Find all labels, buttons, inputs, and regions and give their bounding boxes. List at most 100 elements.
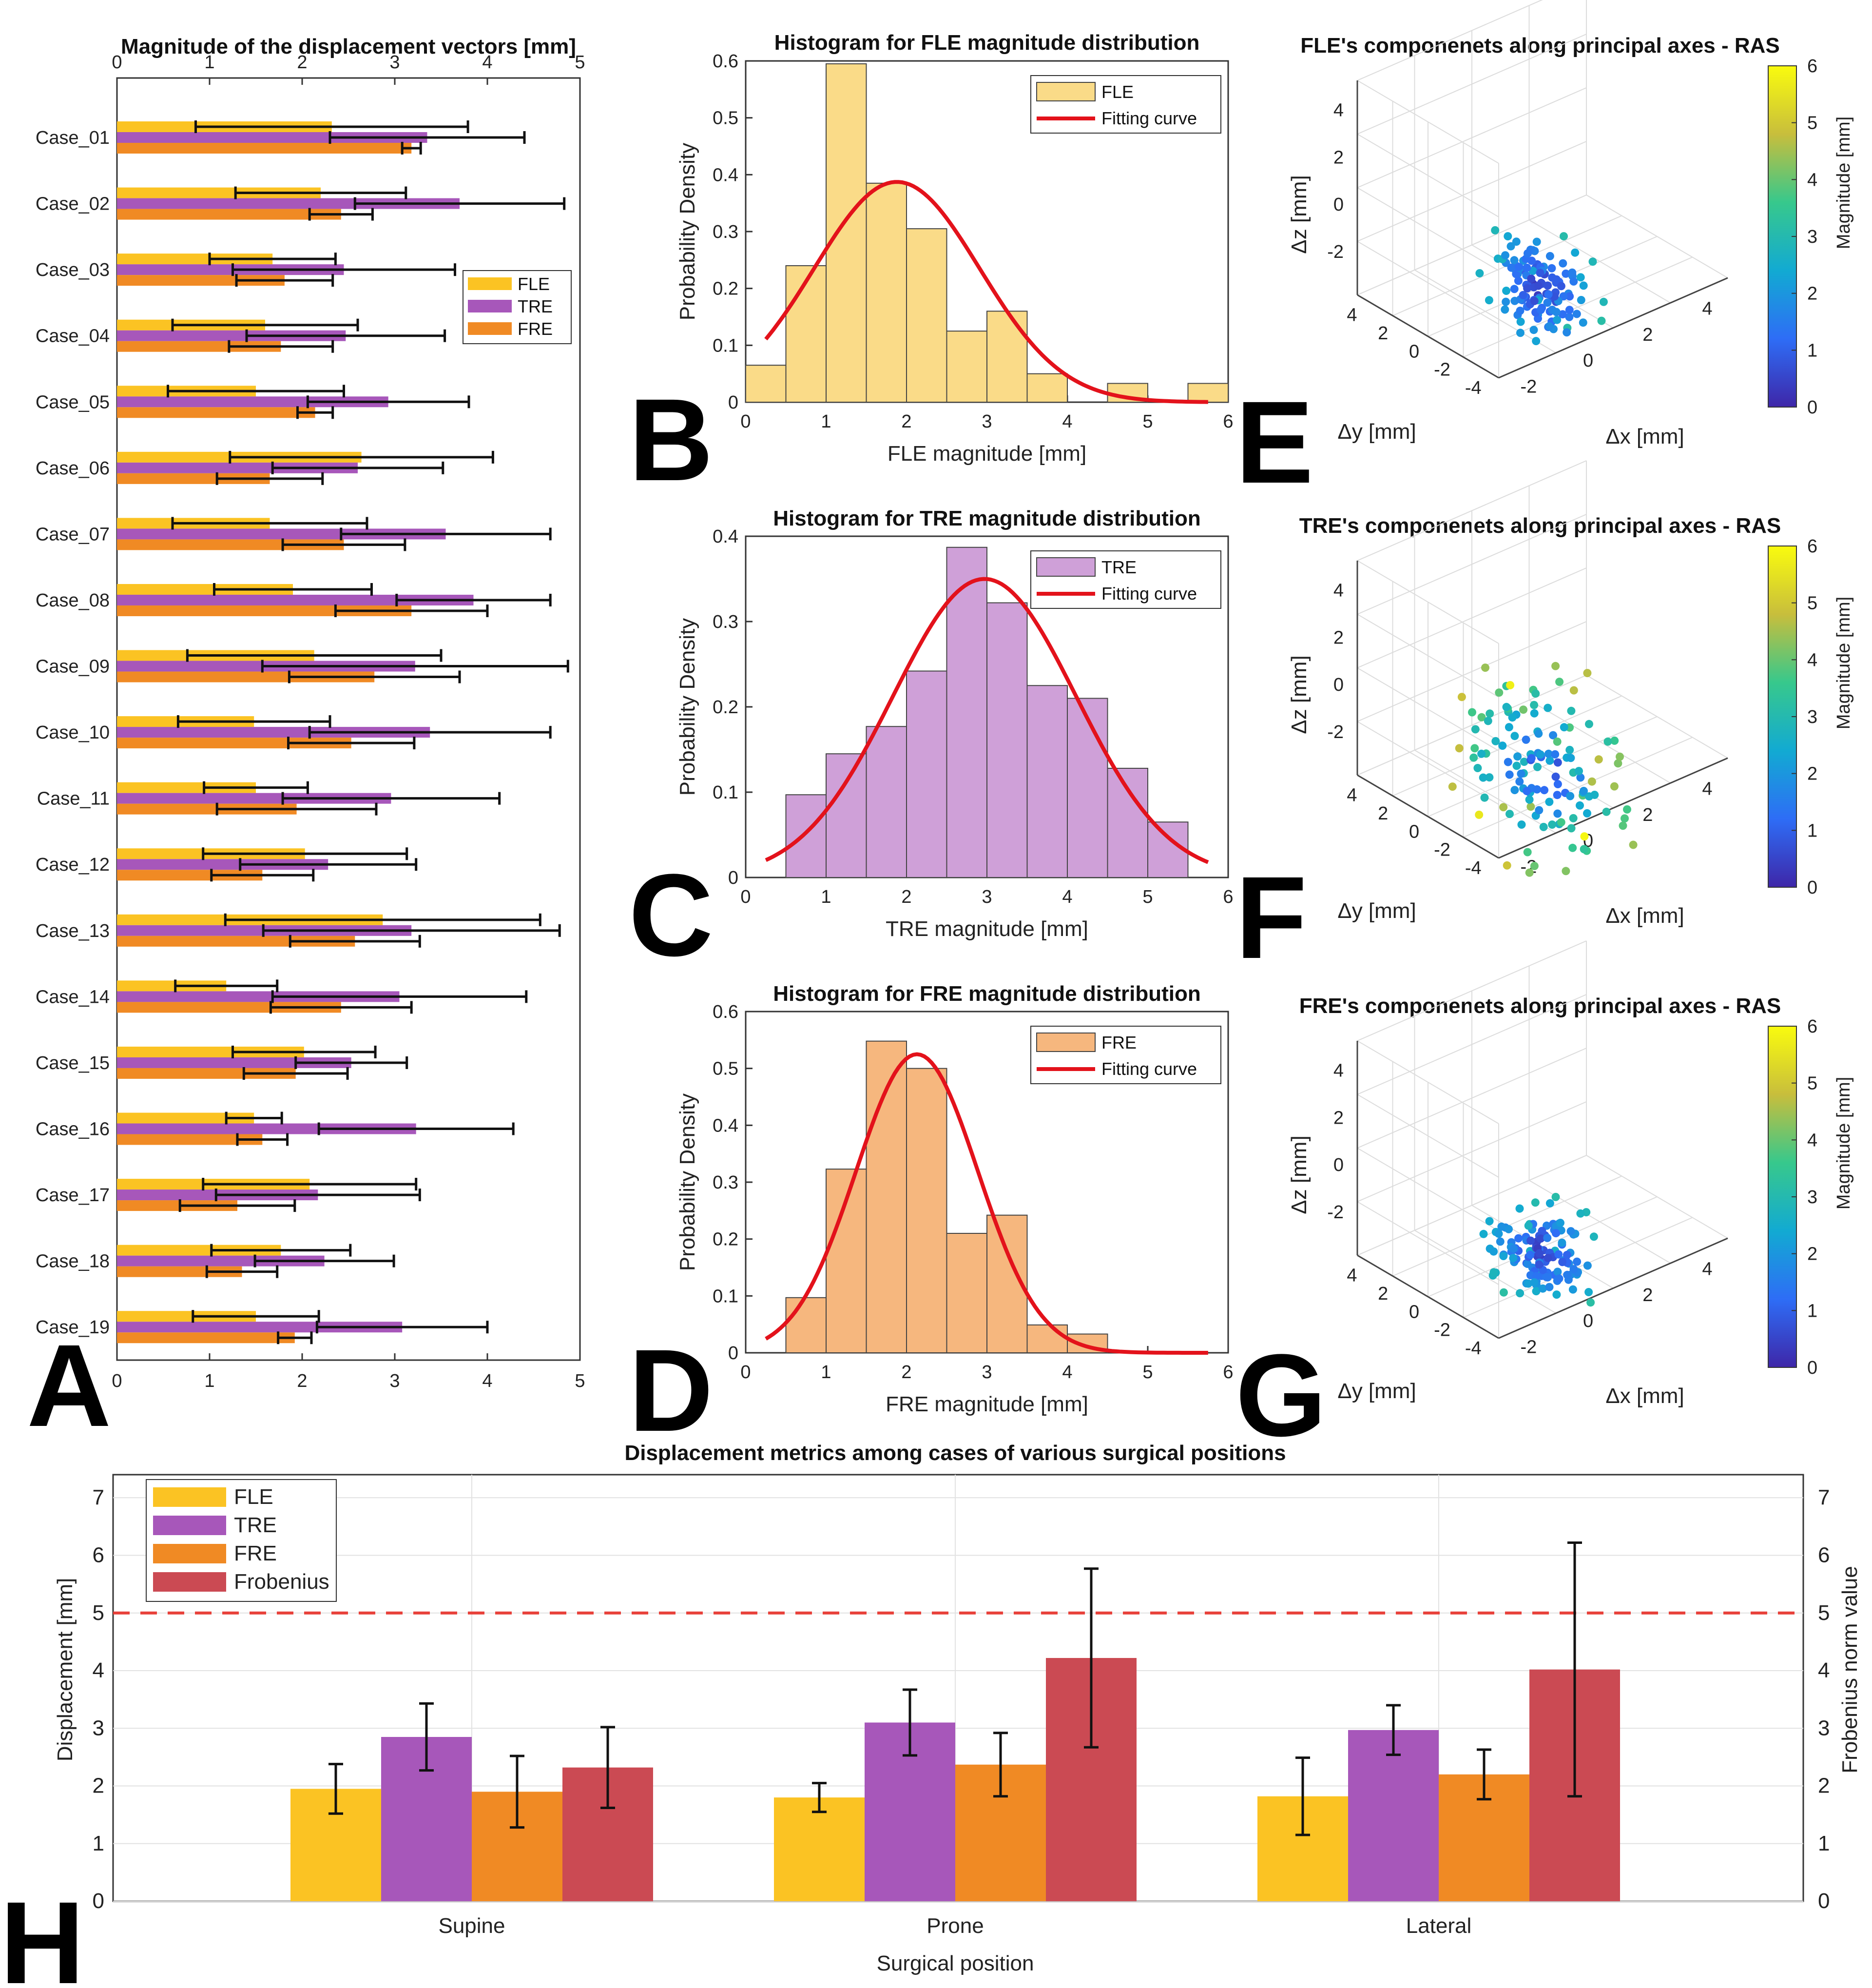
panel-g-data-point <box>1563 1270 1572 1279</box>
panel-a-bar-fle <box>117 187 321 198</box>
panel-f-grid-line <box>1357 667 1499 751</box>
panel-c-title: Histogram for TRE magnitude distribution <box>773 507 1201 530</box>
panel-g-data-point <box>1556 1219 1564 1227</box>
panel-g-data-point <box>1485 1217 1494 1226</box>
panel-f-data-point <box>1560 723 1568 732</box>
panel-c-histogram-bar <box>1026 685 1068 878</box>
panel-g-data-point <box>1499 1252 1508 1260</box>
panel-e-ytick-label: 2 <box>1378 323 1388 344</box>
panel-a-case-label: Case_13 <box>36 921 110 941</box>
panel-b-histogram-bar <box>906 228 947 403</box>
panel-d-ytick-label: 0.5 <box>713 1059 738 1079</box>
panel-a-case-label: Case_09 <box>36 657 110 677</box>
panel-f-data-point <box>1553 809 1562 818</box>
panel-e-grid-line <box>1528 219 1671 304</box>
panel-b-ytick-label: 0.6 <box>713 51 738 72</box>
panel-a-bar-fle <box>117 980 227 992</box>
panel-g-grid-line <box>1357 1040 1499 1124</box>
panel-c-xtick-label: 3 <box>982 887 992 907</box>
panel-f-data-point <box>1523 787 1531 796</box>
panel-d-xtick-label: 0 <box>740 1362 751 1383</box>
panel-b-xtick-label: 6 <box>1223 411 1233 432</box>
panel-f-data-point <box>1580 832 1589 841</box>
panel-d-xtick-label: 5 <box>1142 1362 1153 1383</box>
panel-f-data-point <box>1527 754 1536 762</box>
panel-b-xtick-label: 3 <box>982 411 992 432</box>
panel-h-ytick-label: 5 <box>93 1601 104 1625</box>
panel-e-xtick-label: -2 <box>1521 376 1537 397</box>
panel-c-histogram-bar <box>785 794 827 878</box>
panel-f-data-point <box>1585 792 1594 801</box>
panel-e-ytick-label: 0 <box>1409 341 1419 362</box>
panel-a-bottom-tick-label: 4 <box>482 1371 492 1391</box>
panel-b-ylabel: Probability Density <box>675 143 699 320</box>
panel-f-data-point <box>1534 729 1543 738</box>
panel-a-case-label: Case_15 <box>36 1053 110 1073</box>
panel-h-title: Displacement metrics among cases of vari… <box>624 1441 1286 1465</box>
panel-f-data-point <box>1522 735 1530 744</box>
panel-f-data-point <box>1533 762 1542 771</box>
panel-e-data-point <box>1565 292 1574 301</box>
panel-f-data-point <box>1533 785 1542 794</box>
panel-g-data-point <box>1523 1260 1532 1268</box>
panel-c-histogram-bar <box>1107 768 1148 878</box>
panel-f-xtick-label: 2 <box>1642 805 1653 825</box>
panel-f-data-point <box>1551 750 1560 759</box>
panel-f-data-point <box>1567 824 1576 833</box>
panel-a-case-label: Case_11 <box>37 789 110 809</box>
panel-f-data-point <box>1484 717 1492 725</box>
panel-f-data-point <box>1562 867 1570 876</box>
panel-e-data-point <box>1563 328 1571 337</box>
panel-g-data-point <box>1569 1265 1578 1273</box>
panel-e-data-point <box>1553 315 1562 324</box>
panel-f-data-point <box>1517 820 1526 829</box>
panel-f-data-point <box>1473 764 1482 772</box>
panel-a-bar-tre <box>117 1322 403 1333</box>
panel-g-data-point <box>1545 1199 1554 1208</box>
panel-f-data-point <box>1551 662 1560 670</box>
panel-f-data-point <box>1576 801 1584 810</box>
panel-h-xlabel: Surgical position <box>877 1951 1034 1975</box>
panel-f-grid-line <box>1428 716 1658 817</box>
panel-f-xlabel: Δx [mm] <box>1605 904 1684 928</box>
panel-c-xtick-label: 5 <box>1142 887 1153 907</box>
panel-d-xtick-label: 4 <box>1062 1362 1072 1383</box>
panel-a-bottom-tick-label: 1 <box>204 1371 214 1391</box>
panel-f-data-point <box>1614 759 1622 768</box>
panel-a-legend-swatch <box>468 277 512 290</box>
panel-f-data-point <box>1448 782 1457 791</box>
panel-h-legend-label: FLE <box>234 1485 273 1509</box>
panel-f-grid-line <box>1392 695 1622 797</box>
panel-f-data-point <box>1566 754 1575 762</box>
panel-a-bar-fre <box>117 803 297 815</box>
panel-f-data-point <box>1519 705 1528 714</box>
panel-d-histogram: Histogram for FRE magnitude distribution… <box>675 982 1234 1416</box>
panel-d-ytick-label: 0.1 <box>713 1286 738 1306</box>
panel-a-bar-fre <box>117 143 412 154</box>
panel-a-legend-label: FLE <box>518 274 550 294</box>
panel-e-title: FLE's componenets along principal axes -… <box>1300 34 1780 58</box>
panel-c-ytick-label: 0 <box>728 868 738 888</box>
panel-c-histogram-bar <box>866 726 907 878</box>
panel-a-bar-fle <box>117 782 256 793</box>
panel-e-data-point <box>1571 248 1580 257</box>
panel-a-top-tick-label: 2 <box>297 52 307 73</box>
panel-g-data-point <box>1566 1227 1575 1236</box>
panel-f-data-point <box>1567 706 1576 715</box>
panel-d-title: Histogram for FRE magnitude distribution <box>773 982 1201 1006</box>
panel-f-data-point <box>1468 708 1476 717</box>
panel-f-data-point <box>1479 773 1487 782</box>
panel-f-data-point <box>1512 761 1521 770</box>
panel-b-histogram-bar <box>866 182 907 403</box>
panel-e-colorbar-tick-label: 0 <box>1807 397 1817 418</box>
panel-letter-d: D <box>629 1325 713 1456</box>
panel-f-data-point <box>1535 806 1544 815</box>
panel-g-colorbar-tick-label: 3 <box>1807 1187 1817 1208</box>
panel-f-data-point <box>1575 767 1583 776</box>
panel-e-ytick-label: -2 <box>1434 360 1450 380</box>
panel-f-data-point <box>1477 749 1486 758</box>
panel-d-ylabel: Probability Density <box>675 1093 699 1271</box>
panel-a-bar-fre <box>117 936 355 947</box>
panel-f-data-point <box>1504 758 1512 766</box>
panel-f-x-axis-line <box>1498 757 1728 859</box>
